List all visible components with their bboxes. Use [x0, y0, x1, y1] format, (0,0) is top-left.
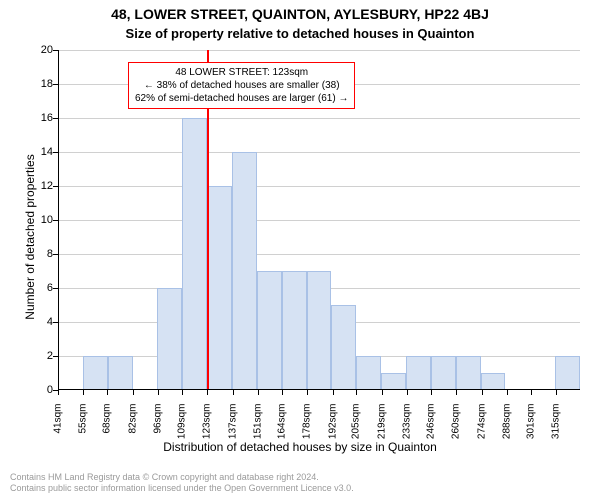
y-tick-label: 0 [13, 384, 53, 396]
x-tick-label: 41sqm [53, 404, 64, 454]
gridline-h [58, 186, 580, 187]
chart-title-main: 48, LOWER STREET, QUAINTON, AYLESBURY, H… [0, 6, 600, 22]
y-tick-mark [53, 220, 58, 221]
y-tick-label: 2 [13, 350, 53, 362]
x-tick-mark [482, 390, 483, 395]
callout-line-3: 62% of semi-detached houses are larger (… [135, 92, 348, 105]
y-axis-label: Number of detached properties [23, 87, 37, 387]
histogram-bar [83, 356, 108, 390]
y-tick-mark [53, 50, 58, 51]
histogram-bar [307, 271, 332, 390]
x-tick-label: 246sqm [425, 404, 436, 454]
gridline-h [58, 118, 580, 119]
histogram-bar [182, 118, 207, 390]
callout-line-2: ← 38% of detached houses are smaller (38… [135, 79, 348, 92]
x-tick-mark [456, 390, 457, 395]
y-tick-mark [53, 288, 58, 289]
y-tick-label: 10 [13, 214, 53, 226]
y-tick-label: 20 [13, 44, 53, 56]
x-tick-label: 82sqm [127, 404, 138, 454]
histogram-bar [257, 271, 282, 390]
y-tick-label: 18 [13, 78, 53, 90]
x-tick-mark [158, 390, 159, 395]
x-tick-mark [83, 390, 84, 395]
x-tick-label: 164sqm [276, 404, 287, 454]
histogram-bar [381, 373, 406, 390]
x-tick-label: 260sqm [451, 404, 462, 454]
x-tick-label: 109sqm [176, 404, 187, 454]
x-axis-line [58, 389, 580, 390]
y-tick-label: 8 [13, 248, 53, 260]
x-tick-mark [407, 390, 408, 395]
x-tick-label: 137sqm [227, 404, 238, 454]
histogram-bar [232, 152, 257, 390]
histogram-bar [331, 305, 356, 390]
x-tick-mark [207, 390, 208, 395]
x-tick-mark [258, 390, 259, 395]
x-tick-label: 151sqm [253, 404, 264, 454]
x-tick-mark [58, 390, 59, 395]
x-tick-label: 178sqm [302, 404, 313, 454]
x-tick-label: 219sqm [376, 404, 387, 454]
y-tick-mark [53, 186, 58, 187]
x-tick-mark [382, 390, 383, 395]
y-tick-label: 6 [13, 282, 53, 294]
x-tick-mark [531, 390, 532, 395]
y-tick-mark [53, 322, 58, 323]
gridline-h [58, 152, 580, 153]
x-tick-mark [282, 390, 283, 395]
x-tick-label: 68sqm [102, 404, 113, 454]
x-tick-label: 96sqm [153, 404, 164, 454]
histogram-bar [555, 356, 580, 390]
callout-line-1: 48 LOWER STREET: 123sqm [135, 66, 348, 79]
x-tick-label: 274sqm [476, 404, 487, 454]
y-tick-label: 16 [13, 112, 53, 124]
chart-container: { "chart": { "type": "histogram", "title… [0, 0, 600, 500]
x-tick-label: 233sqm [402, 404, 413, 454]
x-tick-label: 301sqm [525, 404, 536, 454]
histogram-bar [406, 356, 431, 390]
histogram-bar [431, 356, 456, 390]
x-tick-label: 192sqm [327, 404, 338, 454]
x-tick-mark [556, 390, 557, 395]
x-tick-mark [133, 390, 134, 395]
x-tick-mark [182, 390, 183, 395]
x-tick-label: 288sqm [502, 404, 513, 454]
histogram-bar [157, 288, 182, 390]
x-tick-mark [356, 390, 357, 395]
callout-box: 48 LOWER STREET: 123sqm← 38% of detached… [128, 62, 355, 109]
gridline-h [58, 254, 580, 255]
gridline-h [58, 50, 580, 51]
y-tick-label: 12 [13, 180, 53, 192]
plot-area: 48 LOWER STREET: 123sqm← 38% of detached… [58, 50, 580, 390]
gridline-h [58, 220, 580, 221]
chart-title-sub: Size of property relative to detached ho… [0, 26, 600, 41]
x-tick-mark [233, 390, 234, 395]
histogram-bar [456, 356, 481, 390]
y-tick-mark [53, 84, 58, 85]
histogram-bar [481, 373, 506, 390]
x-tick-label: 123sqm [202, 404, 213, 454]
y-tick-mark [53, 152, 58, 153]
x-tick-mark [507, 390, 508, 395]
x-tick-label: 55sqm [78, 404, 89, 454]
x-tick-label: 315sqm [551, 404, 562, 454]
x-tick-mark [307, 390, 308, 395]
histogram-bar [108, 356, 133, 390]
x-tick-mark [431, 390, 432, 395]
histogram-bar [282, 271, 307, 390]
x-tick-mark [333, 390, 334, 395]
y-tick-mark [53, 254, 58, 255]
histogram-bar [207, 186, 232, 390]
y-tick-mark [53, 118, 58, 119]
y-tick-label: 14 [13, 146, 53, 158]
y-tick-label: 4 [13, 316, 53, 328]
y-tick-mark [53, 356, 58, 357]
histogram-bar [356, 356, 381, 390]
x-tick-label: 205sqm [351, 404, 362, 454]
y-axis-line [58, 50, 59, 390]
footer-attribution: Contains HM Land Registry data © Crown c… [10, 472, 590, 495]
x-tick-mark [107, 390, 108, 395]
